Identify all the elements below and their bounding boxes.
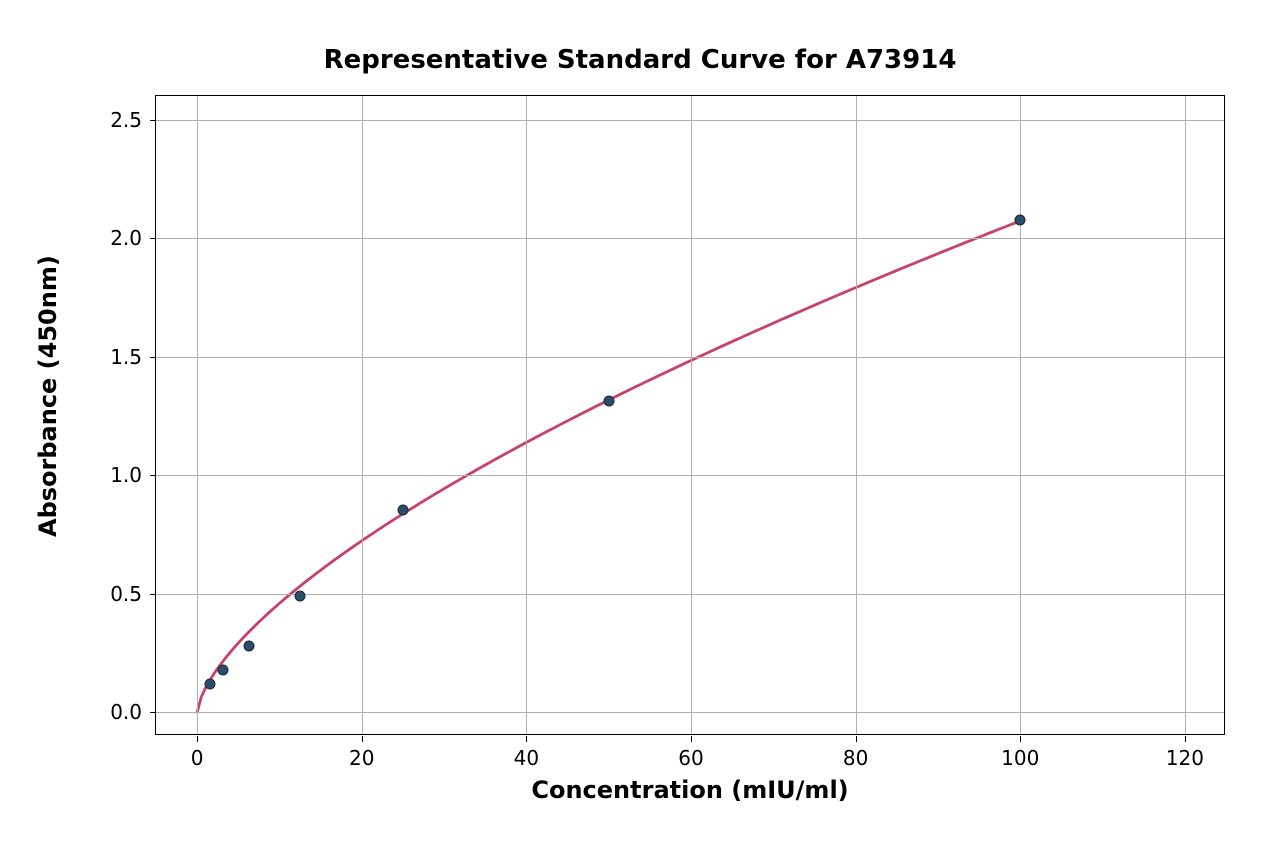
grid-line-vertical [691, 96, 692, 734]
x-tick-label: 80 [843, 746, 868, 770]
grid-line-horizontal [156, 712, 1224, 713]
plot-area: 0204060801001200.00.51.01.52.02.5 [155, 95, 1225, 735]
data-point [243, 640, 254, 651]
y-tick-label: 0.5 [110, 582, 142, 606]
y-tick-mark [150, 357, 156, 358]
grid-line-vertical [362, 96, 363, 734]
x-tick-mark [1020, 736, 1021, 742]
y-tick-label: 2.0 [110, 226, 142, 250]
grid-line-vertical [526, 96, 527, 734]
y-tick-label: 2.5 [110, 108, 142, 132]
grid-line-horizontal [156, 357, 1224, 358]
grid-line-horizontal [156, 238, 1224, 239]
data-point [397, 504, 408, 515]
y-tick-mark [150, 120, 156, 121]
data-point [204, 678, 215, 689]
grid-line-horizontal [156, 594, 1224, 595]
x-tick-label: 120 [1166, 746, 1204, 770]
y-axis-label: Absorbance (450nm) [34, 297, 62, 537]
chart-container: Representative Standard Curve for A73914… [0, 0, 1280, 845]
x-tick-label: 20 [349, 746, 374, 770]
y-tick-mark [150, 238, 156, 239]
y-tick-mark [150, 594, 156, 595]
grid-line-vertical [856, 96, 857, 734]
y-tick-label: 1.5 [110, 345, 142, 369]
chart-title: Representative Standard Curve for A73914 [0, 45, 1280, 75]
x-tick-mark [362, 736, 363, 742]
grid-line-horizontal [156, 120, 1224, 121]
x-tick-mark [691, 736, 692, 742]
x-tick-label: 100 [1001, 746, 1039, 770]
x-tick-mark [856, 736, 857, 742]
y-tick-mark [150, 475, 156, 476]
x-tick-label: 60 [678, 746, 703, 770]
grid-line-vertical [1185, 96, 1186, 734]
x-tick-mark [1185, 736, 1186, 742]
x-tick-label: 40 [514, 746, 539, 770]
x-tick-label: 0 [191, 746, 204, 770]
y-tick-label: 0.0 [110, 700, 142, 724]
grid-line-vertical [197, 96, 198, 734]
grid-line-vertical [1020, 96, 1021, 734]
x-axis-label: Concentration (mIU/ml) [155, 776, 1225, 804]
data-point [603, 395, 614, 406]
grid-line-horizontal [156, 475, 1224, 476]
data-point [1015, 215, 1026, 226]
data-point [217, 664, 228, 675]
data-point [295, 591, 306, 602]
y-tick-mark [150, 712, 156, 713]
fit-curve [197, 221, 1020, 712]
x-tick-mark [197, 736, 198, 742]
y-tick-label: 1.0 [110, 463, 142, 487]
x-tick-mark [526, 736, 527, 742]
